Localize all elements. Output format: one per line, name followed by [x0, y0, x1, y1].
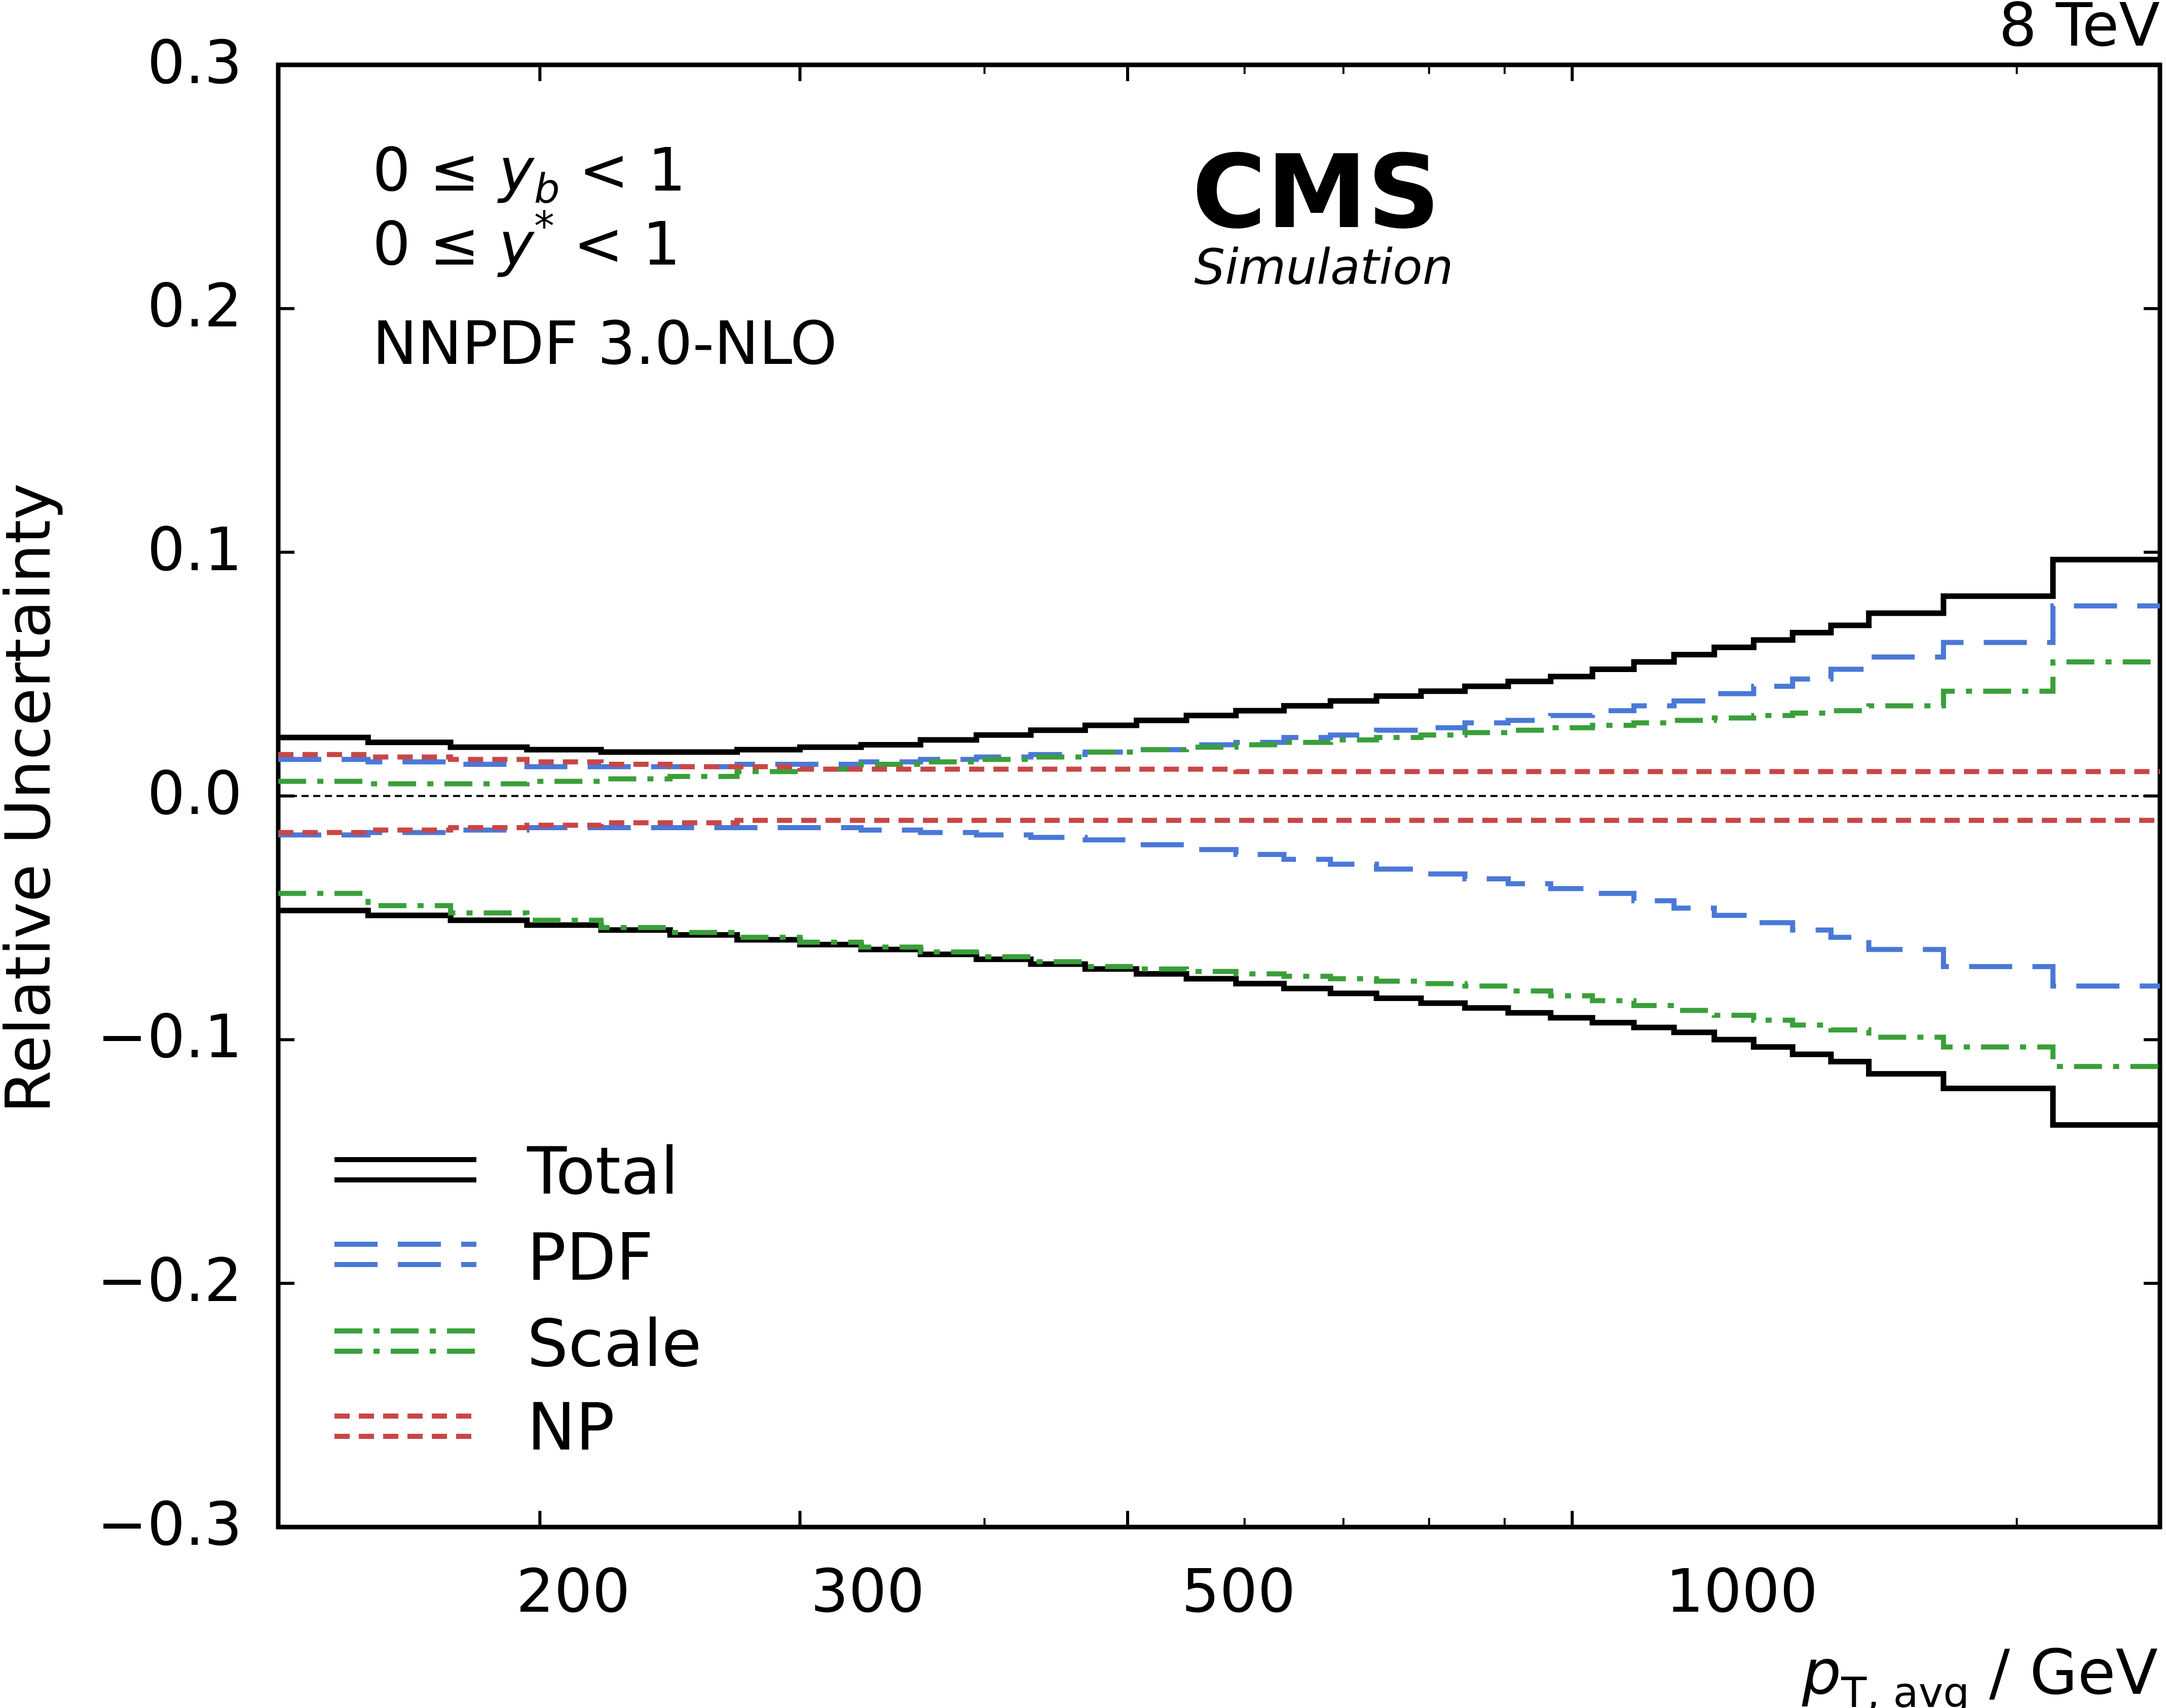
x-axis-label-var: p: [1802, 1637, 1841, 1708]
x-axis-label-unit: / GeV: [1969, 1637, 2158, 1708]
series-pdf-upper: [278, 603, 2160, 769]
x-tick-label: 1000: [1666, 1556, 1818, 1626]
y-tick-label: −0.2: [97, 1245, 242, 1315]
legend-label-scale: Scale: [527, 1306, 701, 1382]
y-tick-label: 0.0: [147, 758, 242, 828]
legend-entry-np: NP: [334, 1390, 615, 1465]
x-axis-label: pT, avg / GeV: [1802, 1637, 2158, 1708]
energy-label: 8 TeV: [1999, 0, 2160, 60]
y-axis-label: Relative Uncertainty: [0, 483, 64, 1113]
series-np-lower: [278, 818, 2160, 835]
x-tick-label: 200: [516, 1556, 630, 1626]
y-tick-label: 0.1: [147, 514, 242, 584]
legend: Total PDF Scale NP: [334, 1134, 701, 1465]
y-tick-label: −0.1: [97, 1001, 242, 1071]
series-total-upper: [278, 556, 2160, 755]
x-axis-label-sub: T, avg: [1841, 1669, 1969, 1708]
pdf-set-label: NNPDF 3.0-NLO: [372, 308, 837, 378]
series-total-lower: [278, 908, 2160, 1128]
x-tick-label: 500: [1181, 1556, 1295, 1626]
simulation-label: Simulation: [1194, 239, 1453, 295]
series-pdf-lower: [278, 825, 2160, 989]
y-tick-label: −0.3: [97, 1489, 242, 1559]
series-np-upper: [278, 752, 2160, 774]
cut-label-yb: 0 ≤ yb < 1: [372, 135, 686, 212]
y-tick-labels: −0.3 −0.2 −0.1 0.0 0.1 0.2 0.3: [97, 27, 242, 1559]
legend-entry-total: Total: [334, 1134, 679, 1209]
y-tick-label: 0.2: [147, 271, 242, 341]
legend-entry-scale: Scale: [334, 1306, 701, 1382]
y-tick-label: 0.3: [147, 27, 242, 97]
series-scale-lower: [278, 890, 2160, 1069]
legend-entry-pdf: PDF: [334, 1220, 653, 1295]
ticks-layer: [278, 63, 2160, 1529]
legend-label-pdf: PDF: [527, 1220, 653, 1295]
cms-label: CMS: [1192, 133, 1440, 251]
cut-label-ystar: 0 ≤ y* < 1: [372, 203, 681, 279]
series-layer: [278, 556, 2160, 1128]
x-tick-label: 300: [810, 1556, 924, 1626]
series-scale-upper: [278, 659, 2160, 787]
legend-label-total: Total: [527, 1134, 679, 1209]
x-tick-labels: 200 300 500 1000: [516, 1556, 1818, 1626]
legend-label-np: NP: [527, 1390, 615, 1465]
